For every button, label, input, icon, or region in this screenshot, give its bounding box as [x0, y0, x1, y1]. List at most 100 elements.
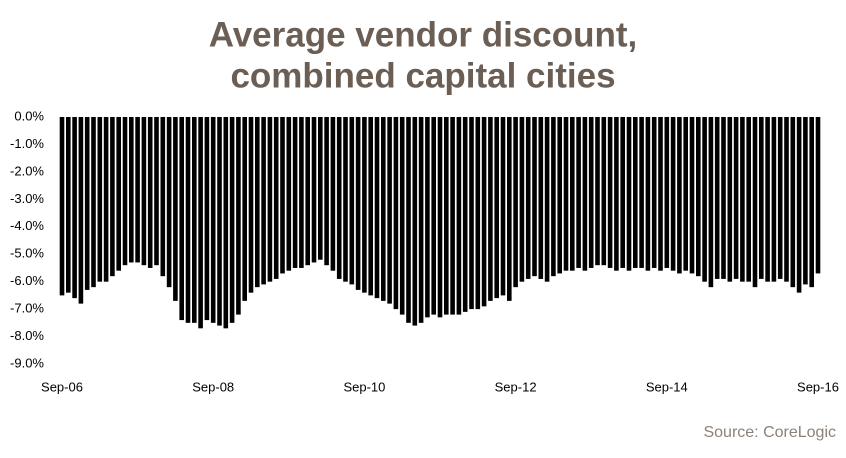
y-tick-label: 0.0%	[14, 108, 44, 123]
bar	[538, 117, 544, 279]
bar	[576, 117, 581, 268]
bar	[324, 117, 329, 266]
bar	[714, 117, 720, 279]
x-tick-label: Sep-16	[797, 379, 839, 394]
bar	[670, 117, 676, 271]
bar	[708, 117, 714, 288]
bar	[563, 117, 569, 271]
bar	[387, 117, 392, 304]
bar	[809, 117, 814, 288]
bar	[374, 117, 380, 299]
bar	[551, 117, 556, 277]
bar	[746, 117, 751, 282]
bar	[614, 117, 619, 271]
chart-title: combined capital cities	[230, 56, 615, 95]
bar	[255, 117, 260, 288]
bar	[399, 117, 405, 315]
source-note: Source: CoreLogic	[703, 424, 836, 441]
bar	[733, 117, 739, 279]
bar	[129, 117, 134, 263]
bar	[305, 117, 310, 266]
bar	[752, 117, 758, 288]
bar	[273, 117, 279, 279]
y-tick-label: -1.0%	[10, 136, 44, 151]
bar	[469, 117, 474, 310]
y-tick-label: -9.0%	[10, 355, 44, 370]
bar	[790, 117, 796, 288]
bar	[122, 117, 128, 266]
y-tick-label: -2.0%	[10, 163, 44, 178]
bar	[381, 117, 386, 301]
bar	[664, 117, 670, 268]
bar	[154, 117, 159, 266]
bar	[91, 117, 96, 288]
bar	[368, 117, 373, 296]
bar	[525, 117, 531, 279]
y-tick-label: -7.0%	[10, 301, 44, 316]
bar	[261, 117, 266, 285]
bar	[475, 117, 481, 310]
bar	[248, 117, 254, 293]
bar	[450, 117, 455, 315]
bar	[311, 117, 317, 263]
bar	[488, 117, 493, 301]
bar	[607, 117, 613, 268]
bar	[343, 117, 348, 282]
bar	[437, 117, 443, 318]
bar	[513, 117, 518, 288]
bar	[500, 117, 506, 296]
bar	[198, 117, 203, 329]
bar	[507, 117, 512, 301]
bar	[651, 117, 657, 268]
bar	[292, 117, 298, 268]
bar	[362, 117, 367, 293]
bar	[777, 117, 783, 279]
x-tick-label: Sep-06	[41, 379, 83, 394]
bar	[78, 117, 84, 304]
bar	[456, 117, 462, 315]
bar	[242, 117, 247, 301]
bar	[135, 117, 140, 263]
bar	[141, 117, 147, 266]
chart-title: Average vendor discount,	[209, 15, 638, 54]
bar	[784, 117, 789, 282]
bar	[481, 117, 487, 307]
bar	[639, 117, 644, 268]
bar	[462, 117, 468, 312]
bar	[765, 117, 770, 282]
bar	[544, 117, 550, 282]
y-tick-label: -5.0%	[10, 246, 44, 261]
bar	[110, 117, 115, 277]
bar	[570, 117, 575, 271]
bar	[66, 117, 71, 293]
bar	[444, 117, 449, 315]
bar	[620, 117, 625, 268]
bar	[223, 117, 229, 329]
bar	[494, 117, 499, 299]
bar	[192, 117, 197, 323]
x-tick-label: Sep-12	[495, 379, 537, 394]
bar	[210, 117, 216, 323]
bar	[72, 117, 77, 299]
bar	[633, 117, 638, 268]
bar	[601, 117, 607, 266]
bar	[645, 117, 651, 271]
bar	[355, 117, 361, 290]
bar	[173, 117, 178, 301]
bar	[229, 117, 235, 323]
bar	[185, 117, 191, 323]
bar	[393, 117, 399, 310]
x-tick-label: Sep-08	[192, 379, 234, 394]
y-tick-label: -3.0%	[10, 191, 44, 206]
bar	[595, 117, 600, 266]
bar	[103, 117, 109, 282]
bar	[803, 117, 808, 285]
bar	[702, 117, 707, 282]
y-tick-label: -4.0%	[10, 218, 44, 233]
bar	[286, 117, 292, 271]
bar	[336, 117, 342, 279]
bar	[557, 117, 562, 274]
bar	[84, 117, 90, 290]
bar	[677, 117, 682, 274]
